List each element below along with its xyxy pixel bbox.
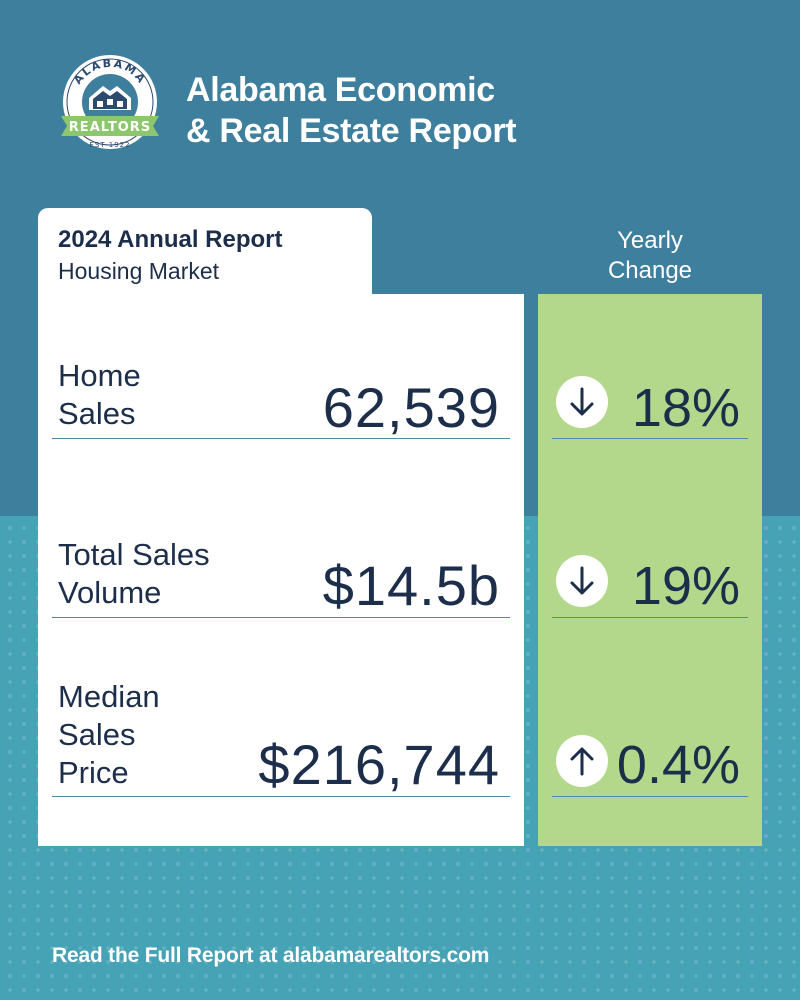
metric-value-median-sales-price: $216,744 (258, 733, 500, 796)
arrow-down-icon (556, 376, 608, 428)
yearly-change-header-line-1: Yearly (617, 227, 683, 254)
row-divider (52, 438, 510, 439)
metric-label-line: Sales (58, 396, 136, 431)
logo-est-text: EST 1922 (89, 141, 130, 149)
change-value-home-sales: 18% (631, 378, 740, 438)
change-value-median-sales-price: 0.4% (616, 735, 740, 795)
report-card (38, 294, 524, 846)
row-divider (552, 438, 748, 439)
metric-label-line: Total Sales (58, 537, 210, 572)
row-divider (552, 796, 748, 797)
footer-cta: Read the Full Report at alabamarealtors.… (52, 944, 490, 967)
page-title-line-1: Alabama Economic (186, 71, 495, 109)
metric-label-line: Sales (58, 717, 136, 752)
metric-label-line: Volume (58, 575, 162, 610)
metric-value-total-sales-volume: $14.5b (322, 554, 500, 617)
arrow-down-icon (556, 555, 608, 607)
metric-label-line: Price (58, 755, 129, 790)
arrow-up-icon (556, 735, 608, 787)
yearly-change-header-line-2: Change (607, 257, 693, 284)
report-subtitle: Housing Market (58, 258, 220, 284)
logo-banner-text: REALTORS (69, 120, 151, 135)
logo-badge: ALABAMA REALTORS EST 1922 (61, 55, 159, 149)
row-divider (552, 617, 748, 618)
metric-label-home-sales: Home Sales (58, 357, 141, 433)
page-title: Alabama Economic & Real Estate Report (186, 70, 517, 152)
row-divider (52, 796, 510, 797)
metric-label-line: Home (58, 358, 141, 393)
page-title-line-2: & Real Estate Report (186, 112, 517, 150)
metric-label-median-sales-price: Median Sales Price (58, 678, 160, 792)
report-title: 2024 Annual Report (58, 226, 283, 253)
metric-label-line: Median (58, 679, 160, 714)
metric-value-home-sales: 62,539 (322, 376, 500, 439)
metric-label-total-sales-volume: Total Sales Volume (58, 536, 210, 612)
row-divider (52, 617, 510, 618)
house-icon (89, 86, 131, 110)
alabama-realtors-logo: ALABAMA REALTORS EST 1922 (53, 52, 167, 156)
yearly-change-header: Yearly Change (538, 226, 762, 286)
change-value-total-sales-volume: 19% (631, 556, 740, 616)
